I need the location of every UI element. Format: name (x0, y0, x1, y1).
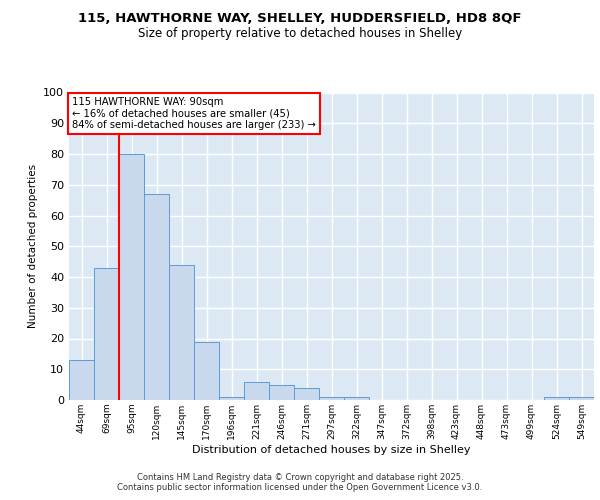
Text: 115 HAWTHORNE WAY: 90sqm
← 16% of detached houses are smaller (45)
84% of semi-d: 115 HAWTHORNE WAY: 90sqm ← 16% of detach… (71, 97, 316, 130)
Bar (194, 342, 219, 400)
Bar (569, 397, 594, 400)
Bar (544, 397, 569, 400)
Bar (319, 397, 344, 400)
Bar (69, 360, 94, 400)
Text: Contains HM Land Registry data © Crown copyright and database right 2025.
Contai: Contains HM Land Registry data © Crown c… (118, 473, 482, 492)
Text: Size of property relative to detached houses in Shelley: Size of property relative to detached ho… (138, 28, 462, 40)
Y-axis label: Number of detached properties: Number of detached properties (28, 164, 38, 328)
Bar (244, 382, 269, 400)
X-axis label: Distribution of detached houses by size in Shelley: Distribution of detached houses by size … (192, 444, 471, 454)
Bar (344, 397, 369, 400)
Bar (294, 388, 319, 400)
Bar (219, 397, 244, 400)
Bar (94, 268, 119, 400)
Bar (169, 264, 194, 400)
Bar (119, 154, 144, 400)
Bar (144, 194, 169, 400)
Text: 115, HAWTHORNE WAY, SHELLEY, HUDDERSFIELD, HD8 8QF: 115, HAWTHORNE WAY, SHELLEY, HUDDERSFIEL… (78, 12, 522, 26)
Bar (269, 384, 294, 400)
